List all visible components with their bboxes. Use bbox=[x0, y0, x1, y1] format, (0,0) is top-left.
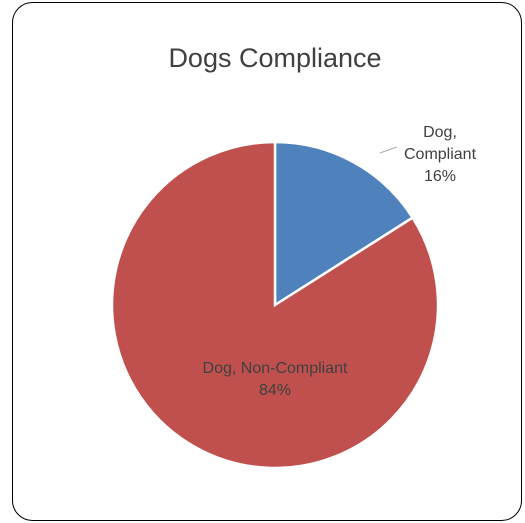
data-label: Dog, Compliant 16% bbox=[390, 122, 490, 188]
leader-line bbox=[379, 146, 398, 154]
pie-slice bbox=[273, 140, 415, 308]
pie bbox=[110, 140, 440, 470]
slice-name: Dog, Compliant bbox=[403, 124, 477, 163]
pie-slice bbox=[110, 140, 440, 470]
slice-name: Dog, Non-Compliant bbox=[202, 360, 348, 377]
slice-value: 84% bbox=[258, 382, 292, 399]
slice-value: 16% bbox=[423, 168, 457, 185]
data-label: Dog, Non-Compliant 84% bbox=[155, 358, 395, 402]
chart-title: Dogs Compliance bbox=[168, 43, 381, 73]
